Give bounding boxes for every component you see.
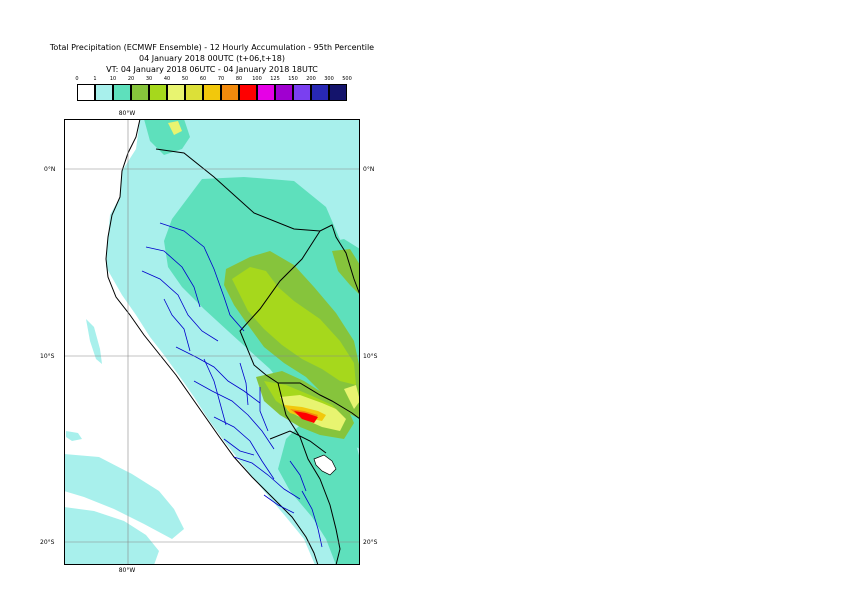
legend-color-box: [167, 84, 185, 101]
precip-band-20-east: [332, 249, 360, 295]
legend-threshold-label: 1: [93, 76, 97, 82]
lat-label-10s-left: 10°S: [40, 353, 55, 360]
legend-threshold-label: 0: [75, 76, 79, 82]
legend-threshold-label: 40: [163, 76, 171, 82]
legend-threshold-label: 500: [342, 76, 352, 82]
legend-threshold-label: 80: [235, 76, 243, 82]
legend-threshold-label: 30: [145, 76, 153, 82]
legend-threshold-label: 300: [324, 76, 334, 82]
lon-label-80w-top: 80°W: [118, 110, 136, 117]
legend-threshold-label: 200: [306, 76, 316, 82]
precip-band-1-ocean-4: [86, 319, 102, 364]
legend-color-box: [329, 84, 347, 101]
precip-band-10-south: [278, 421, 360, 565]
legend-threshold-label: 10: [109, 76, 117, 82]
legend-threshold-label: 50: [181, 76, 189, 82]
chart-valid-time: VT: 04 January 2018 06UTC - 04 January 2…: [106, 65, 318, 74]
legend-color-box: [131, 84, 149, 101]
legend-color-box: [185, 84, 203, 101]
lat-label-0n-left: 0°N: [44, 166, 56, 173]
map-frame: [64, 119, 360, 565]
precip-band-80: [294, 411, 318, 423]
legend-color-box: [149, 84, 167, 101]
chart-base-time: 04 January 2018 00UTC (t+06,t+18): [139, 54, 285, 63]
precipitation-map: [64, 119, 360, 565]
precip-band-1-ocean-3: [64, 507, 159, 565]
legend-color-box: [257, 84, 275, 101]
legend-threshold-label: 70: [217, 76, 225, 82]
legend-color-box: [77, 84, 95, 101]
lat-label-20s-left: 20°S: [40, 539, 55, 546]
precip-band-40-north: [168, 121, 182, 135]
lat-label-20s-right: 20°S: [363, 539, 378, 546]
legend-color-box: [239, 84, 257, 101]
precip-band-1-ocean-2: [64, 464, 134, 491]
legend-color-box: [95, 84, 113, 101]
legend-threshold-label: 20: [127, 76, 135, 82]
coastline: [105, 119, 319, 565]
legend-threshold-label: 60: [199, 76, 207, 82]
lat-label-0n-right: 0°N: [363, 166, 375, 173]
admin-boundaries: [141, 222, 323, 548]
legend-color-box: [275, 84, 293, 101]
precip-band-40-east: [344, 385, 360, 409]
lake-titicaca: [313, 454, 337, 476]
lon-label-80w-bottom: 80°W: [118, 567, 136, 574]
lat-label-10s-right: 10°S: [363, 353, 378, 360]
precip-band-30: [232, 267, 356, 385]
chart-title: Total Precipitation (ECMWF Ensemble) - 1…: [49, 43, 375, 52]
legend-color-box: [221, 84, 239, 101]
legend-color-box: [113, 84, 131, 101]
legend-threshold-label: 100: [252, 76, 262, 82]
country-borders: [155, 148, 360, 565]
precip-band-1-ocean-5: [66, 431, 82, 441]
legend-threshold-label: 150: [288, 76, 298, 82]
legend-color-box: [293, 84, 311, 101]
legend-color-box: [203, 84, 221, 101]
color-legend: 0 1 10 20 30 40 50 60 70 80 100 125 150 200 300 500: [75, 76, 352, 102]
legend-threshold-label: 125: [270, 76, 280, 82]
legend-color-box: [311, 84, 329, 101]
